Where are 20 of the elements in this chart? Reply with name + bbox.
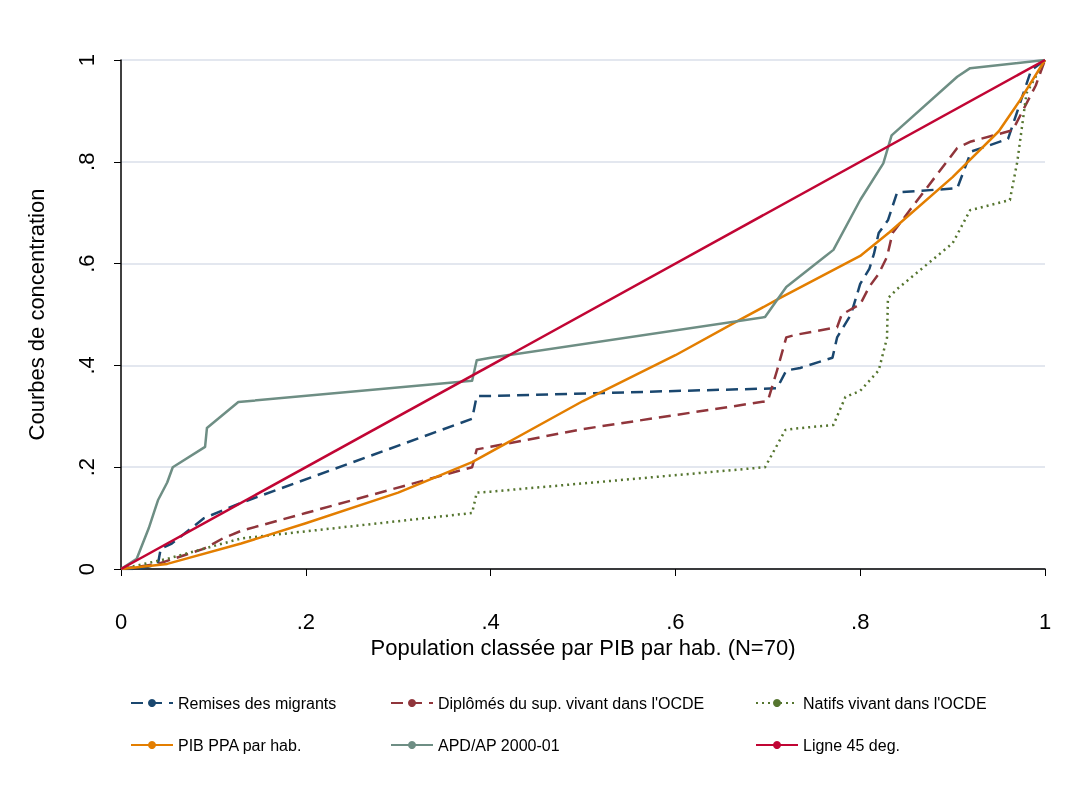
y-tick-label: 0: [73, 562, 99, 576]
legend-label: PIB PPA par hab.: [178, 736, 302, 754]
y-tick-label: 1: [73, 53, 99, 67]
legend-label: Ligne 45 deg.: [803, 736, 900, 754]
x-tick-label: .8: [851, 608, 870, 634]
y-tick-label: .8: [73, 152, 99, 171]
x-tick-label: 0: [114, 608, 128, 634]
legend-label: Natifs vivant dans l'OCDE: [803, 694, 987, 712]
legend-label: Diplômés du sup. vivant dans l'OCDE: [438, 694, 705, 712]
legend-label: APD/AP 2000-01: [438, 736, 560, 754]
x-tick-label: .4: [481, 608, 500, 634]
x-tick-label: 1: [1038, 608, 1052, 634]
x-axis-title: Population classée par PIB par hab. (N=70): [370, 635, 796, 661]
x-tick-label: .2: [296, 608, 315, 634]
y-tick-label: .2: [73, 458, 99, 477]
y-axis-title: Courbes de concentration: [23, 188, 49, 441]
y-tick-label: .4: [73, 356, 99, 375]
legend-label: Remises des migrants: [178, 694, 337, 712]
x-tick-label: .6: [666, 608, 685, 634]
y-tick-label: .6: [73, 254, 99, 273]
